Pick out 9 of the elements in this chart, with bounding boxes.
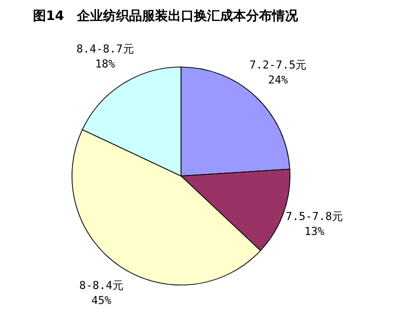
- data-label: 13%: [304, 225, 325, 238]
- slice-label: 8-8.4元: [79, 279, 124, 292]
- data-label: 45%: [91, 294, 112, 308]
- slice-label: 7.5-7.8元: [286, 210, 344, 223]
- slice-label: 8.4-8.7元: [76, 42, 134, 56]
- slice-label: 7.2-7.5元: [249, 58, 307, 72]
- data-label: 18%: [95, 57, 116, 70]
- data-label: 24%: [268, 74, 288, 87]
- chart-title: 图14 企业纺织品服装出口换汇成本分布情况: [33, 8, 300, 24]
